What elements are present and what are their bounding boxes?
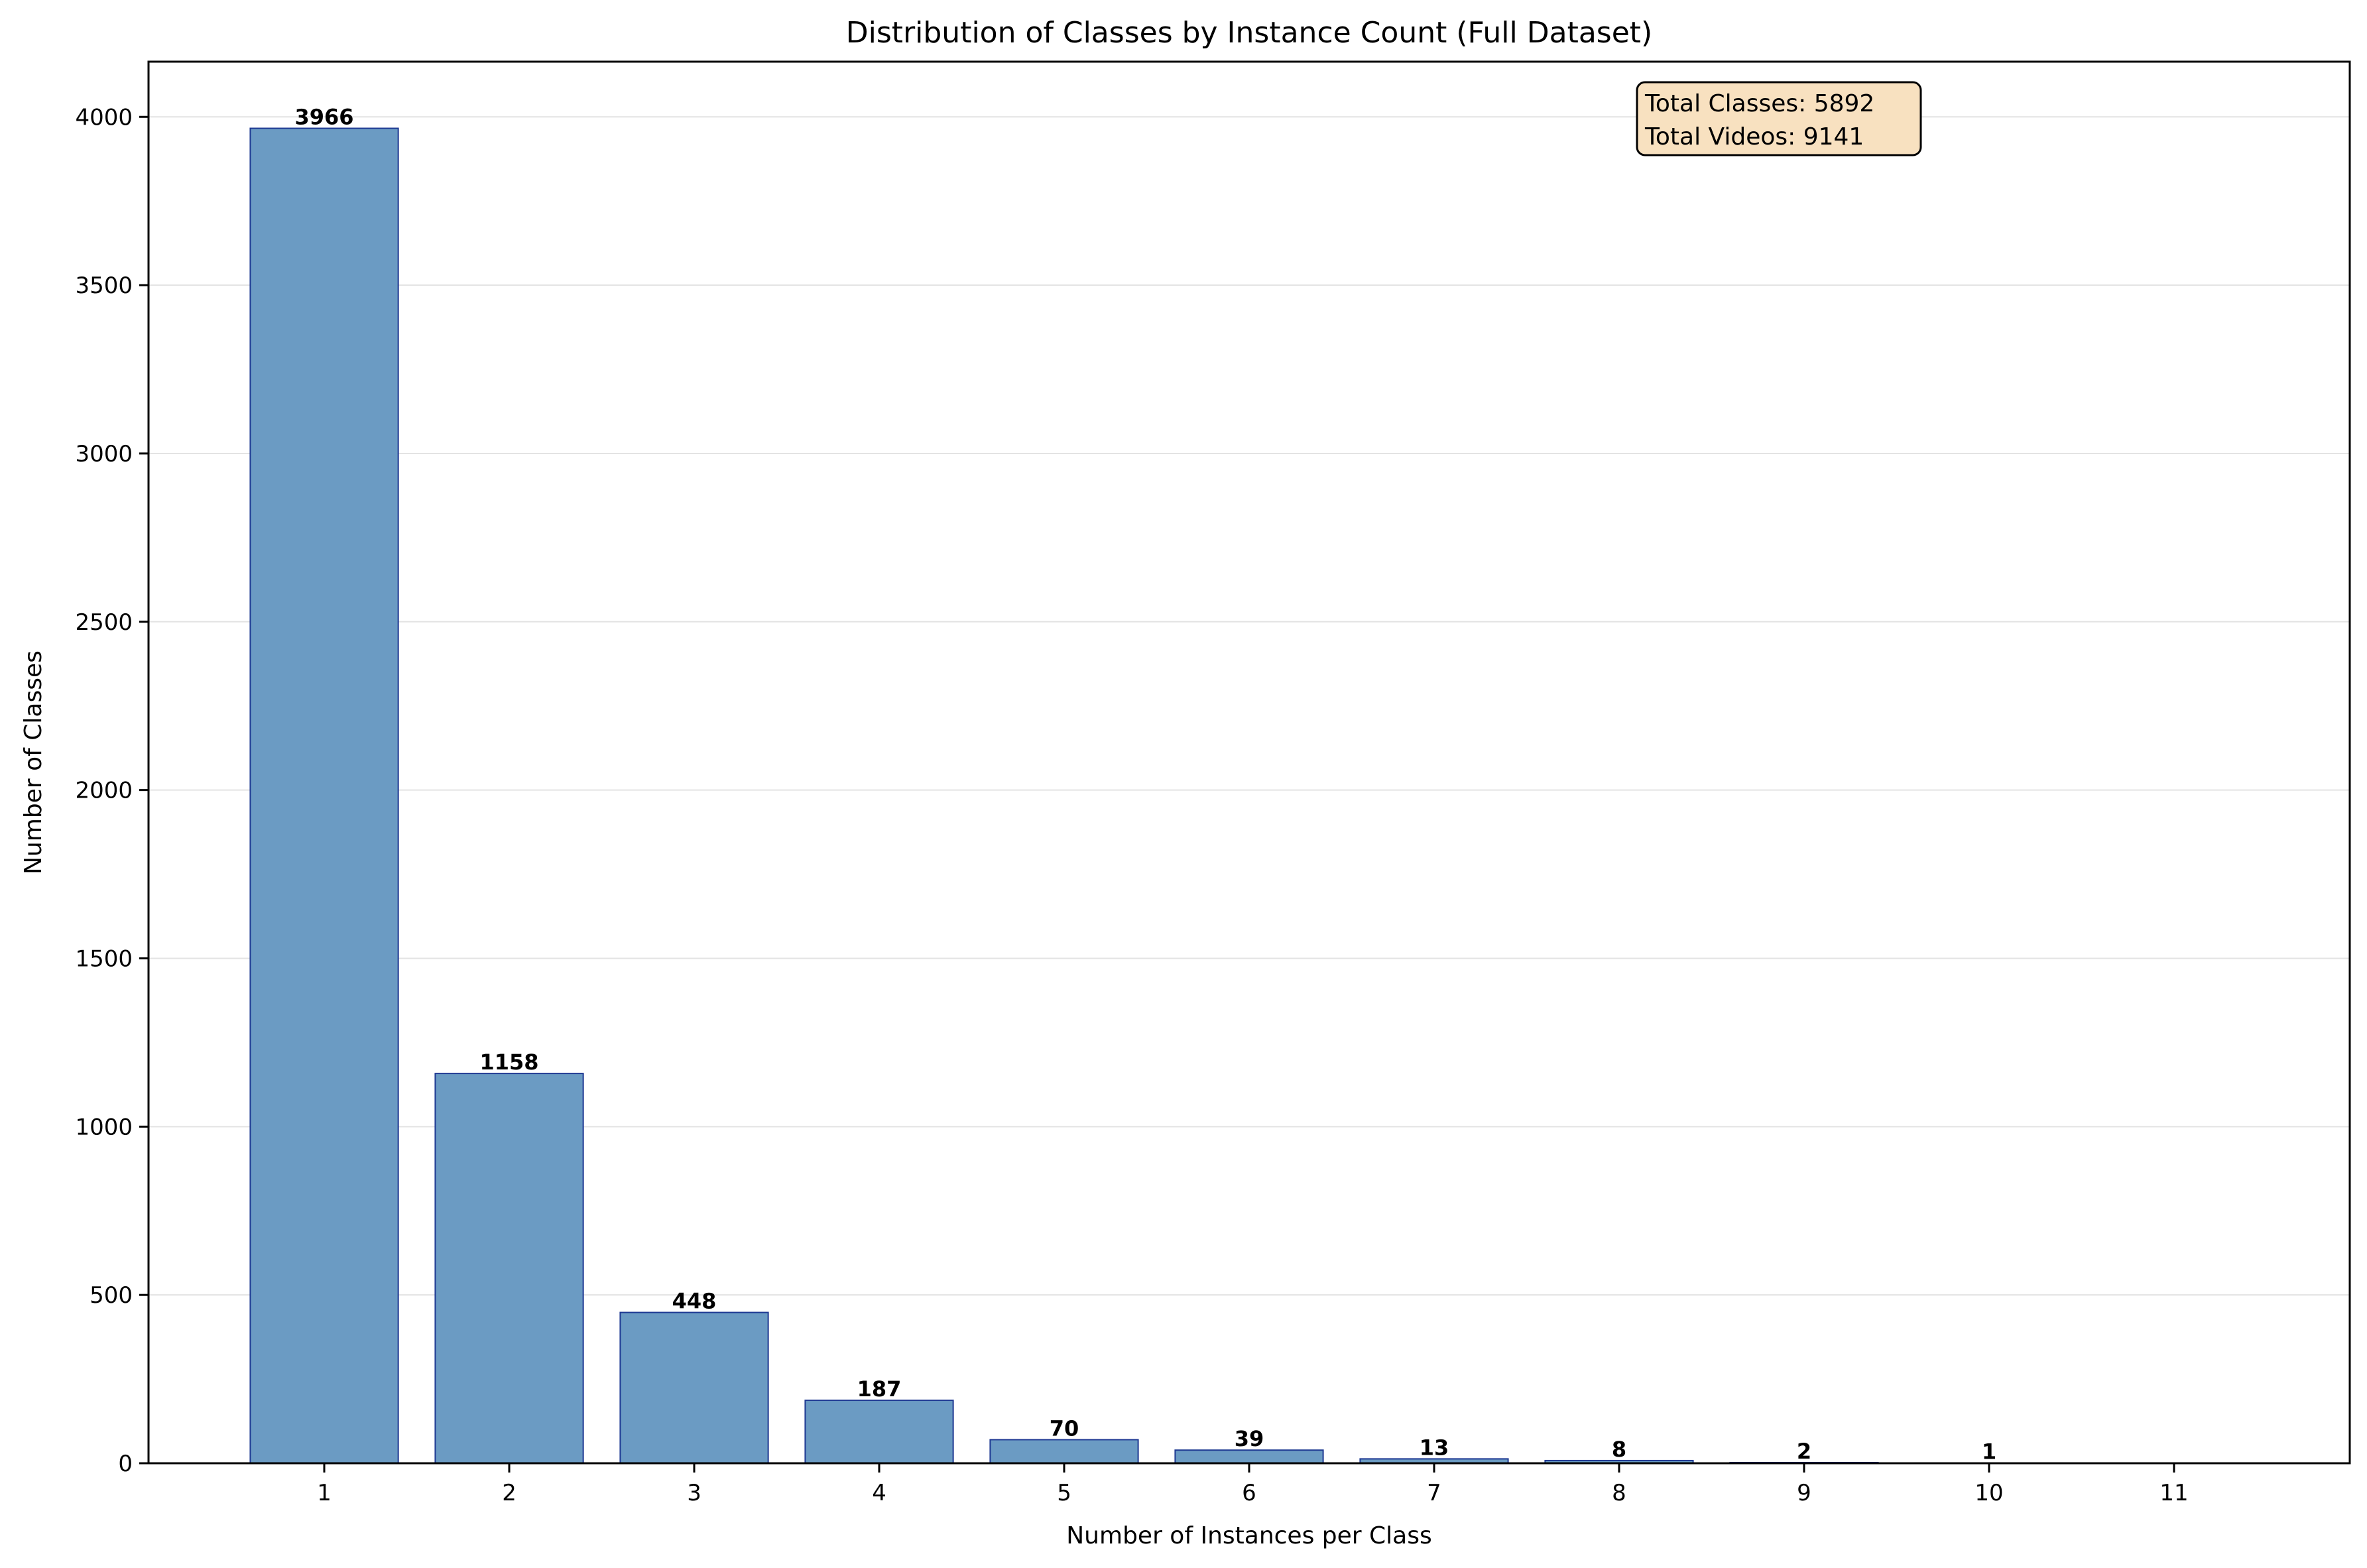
y-tick-label: 3500 [75,272,133,299]
y-tick-label: 4000 [75,104,133,131]
y-tick-label: 1500 [75,945,133,972]
y-tick-label: 1000 [75,1114,133,1140]
bar-labels: 3966 1158 448 187 70 39 13 8 2 1 [295,105,1997,1465]
x-tick-label: 6 [1242,1480,1256,1506]
bar-2 [434,1073,584,1464]
x-tick-label: 3 [687,1480,701,1506]
y-axis: 0 500 1000 1500 2000 2500 3000 3500 4000 [75,104,149,1477]
x-tick-label: 5 [1057,1480,1071,1506]
bar-value-label: 187 [857,1376,902,1402]
bar-value-label: 13 [1420,1435,1449,1460]
info-box-background [1636,81,1922,156]
bar-value-label: 8 [1612,1437,1626,1462]
x-tick-label: 11 [2159,1480,2188,1506]
y-tick-label: 3000 [75,441,133,467]
y-tick-label: 2500 [75,609,133,636]
x-axis: 1 2 3 4 5 6 7 8 9 10 11 [317,1463,2189,1506]
chart-title: Distribution of Classes by Instance Coun… [846,16,1652,50]
bar-value-label: 2 [1797,1439,1811,1464]
bar-5 [989,1439,1139,1465]
bar-value-label: 1 [1982,1439,1996,1464]
y-tick-label: 0 [118,1451,133,1477]
x-tick-label: 2 [502,1480,516,1506]
x-tick-label: 4 [872,1480,886,1506]
x-tick-label: 9 [1797,1480,1811,1506]
bar-1 [249,127,399,1464]
bar-3 [619,1311,769,1464]
y-tick-label: 2000 [75,778,133,804]
info-total-classes: Total Classes: 5892 [1644,90,1874,117]
y-tick-label: 500 [90,1282,133,1309]
x-tick-label: 1 [317,1480,332,1506]
x-tick-label: 7 [1427,1480,1441,1506]
y-axis-label: Number of Classes [20,650,47,874]
bar-6 [1174,1449,1324,1464]
bar-value-label: 39 [1235,1426,1264,1451]
bar-value-label: 3966 [295,105,354,130]
bar-value-label: 448 [672,1289,717,1314]
bar-value-label: 70 [1050,1416,1079,1441]
bar-4 [804,1400,954,1465]
x-axis-label: Number of Instances per Class [1066,1522,1431,1549]
bars [249,127,2064,1465]
info-box: Total Classes: 5892 Total Videos: 9141 [1636,81,1922,156]
x-tick-label: 10 [1974,1480,2003,1506]
info-total-videos: Total Videos: 9141 [1644,123,1864,151]
bar-value-label: 1158 [480,1050,539,1075]
x-tick-label: 8 [1612,1480,1626,1506]
